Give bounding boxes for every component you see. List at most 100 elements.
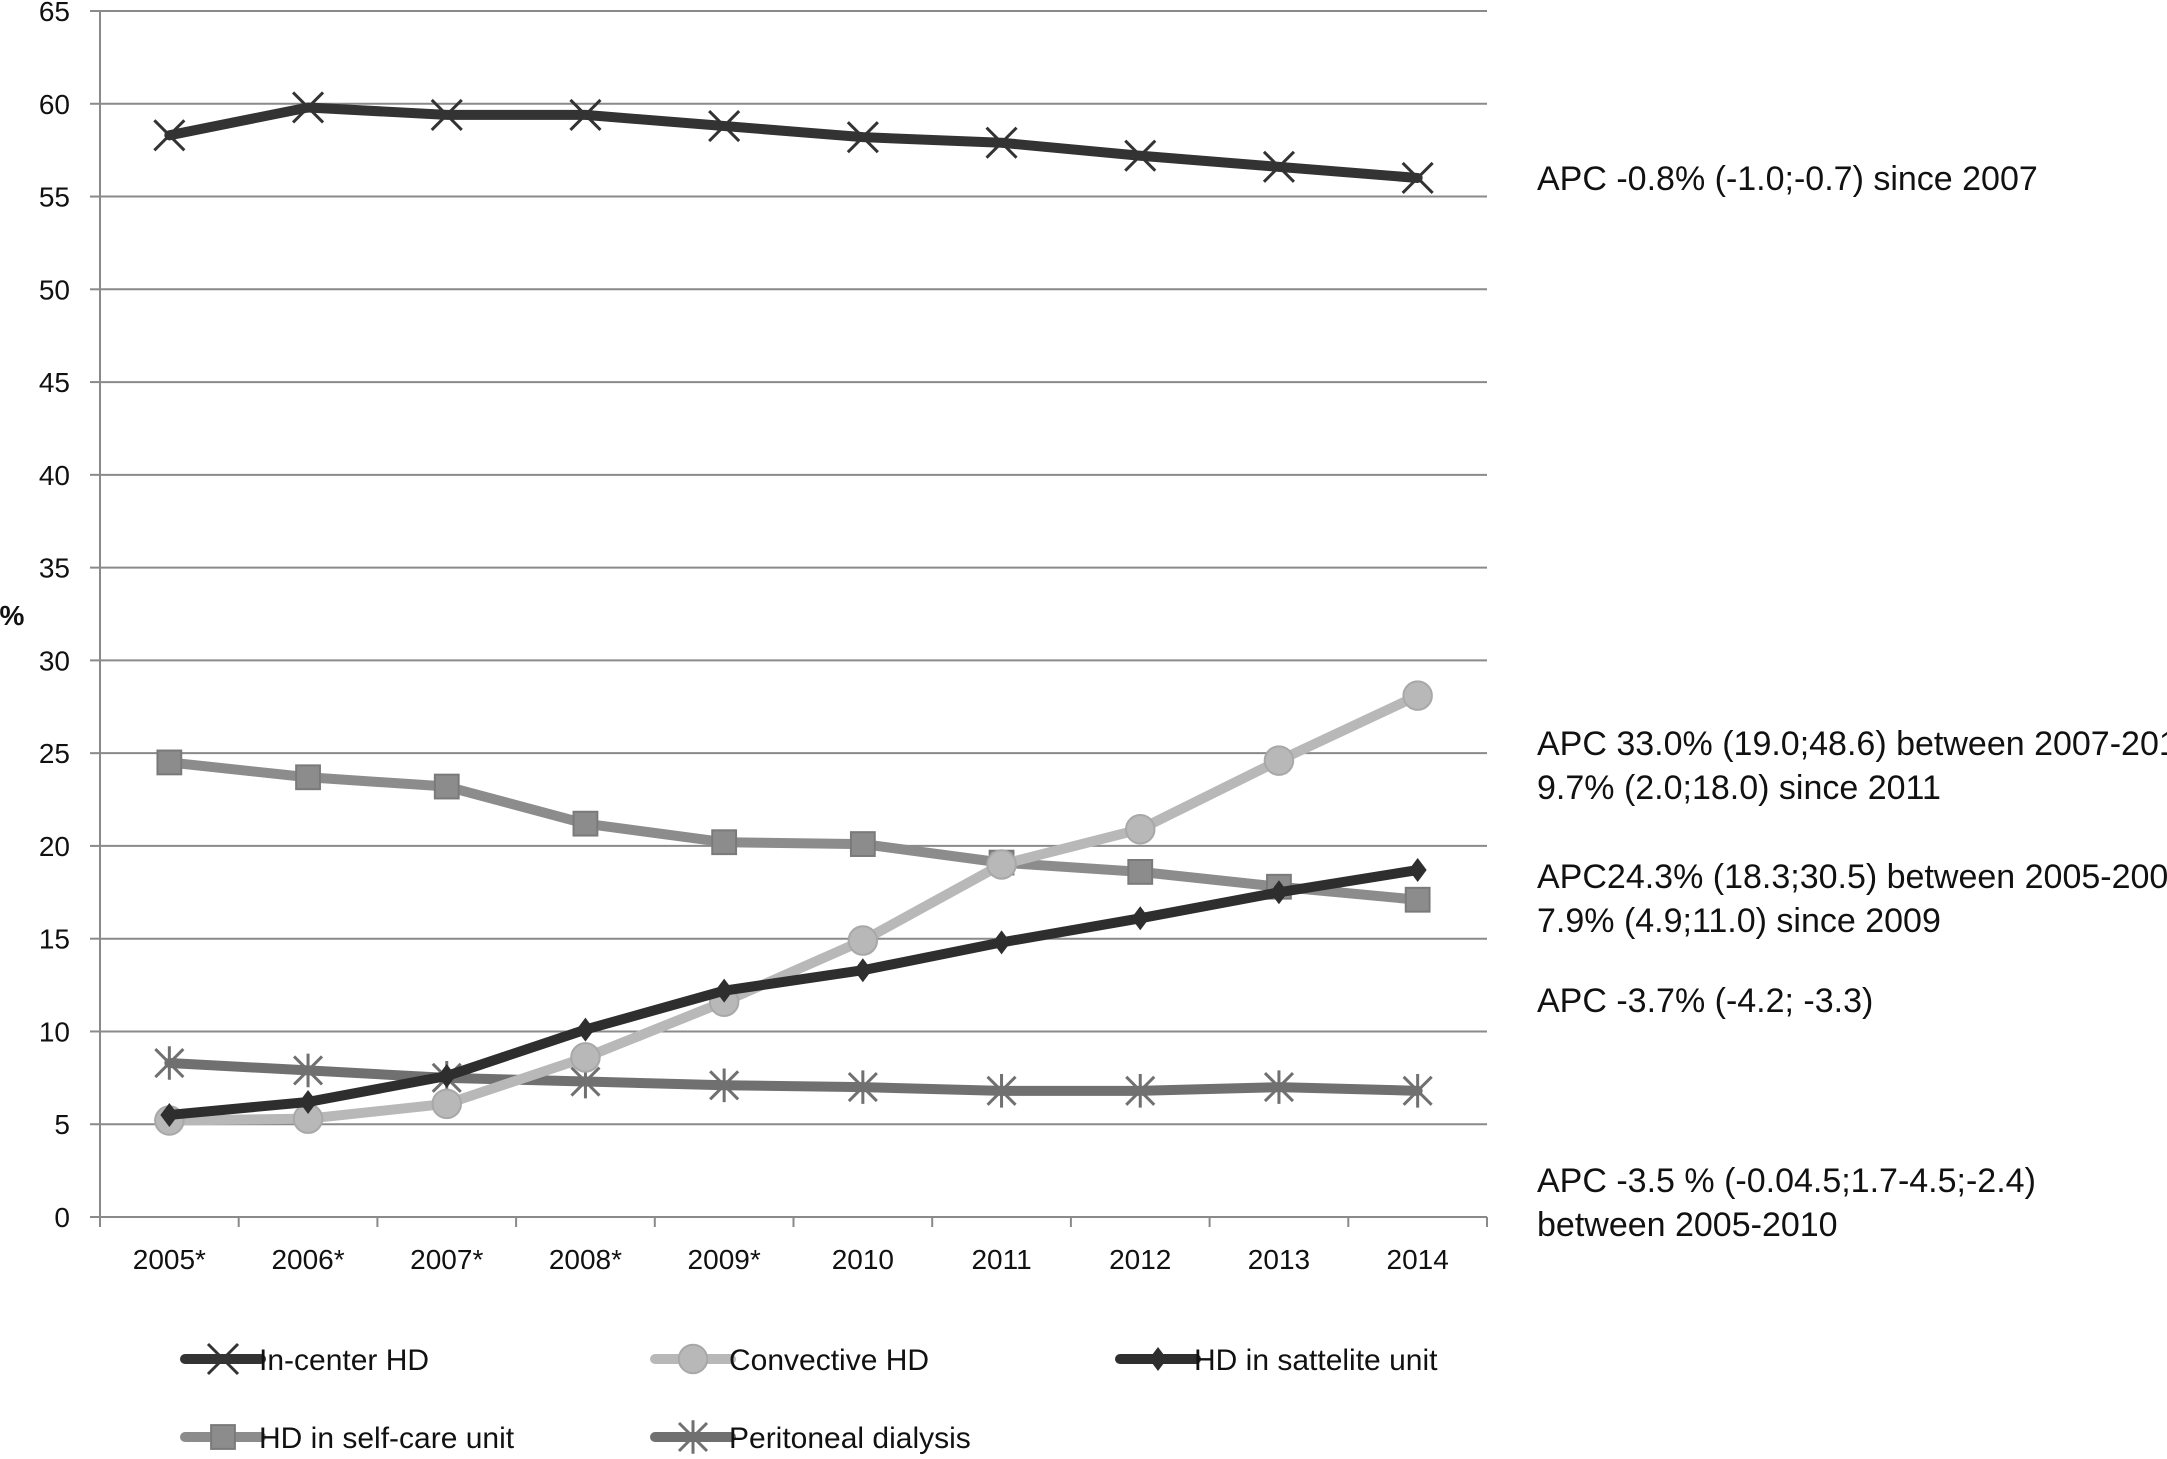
data-point [1125, 813, 1156, 845]
data-point [1263, 745, 1295, 776]
apc-annotation: APC -3.5 % (-0.04.5;1.7-4.5;-2.4) between… [1537, 1162, 2036, 1244]
data-point [709, 1068, 740, 1103]
legend-item: HD in sattelite unit [1115, 1344, 1438, 1377]
series-hd-in-self-care-unit [156, 749, 1431, 913]
legend-label: HD in self-care unit [259, 1422, 515, 1454]
x-tick-label: 2013 [1248, 1244, 1310, 1275]
legend-marker [210, 1424, 236, 1450]
y-tick-label: 50 [39, 274, 70, 305]
data-point [708, 109, 741, 143]
data-point [1262, 150, 1296, 183]
data-point [985, 126, 1018, 159]
data-point [1402, 1074, 1433, 1108]
legend-label: HD in sattelite unit [1194, 1344, 1438, 1377]
data-point [1408, 858, 1427, 883]
legend: In-center HD Convective HD HD in sattelite… [180, 1342, 1438, 1455]
data-point [154, 1046, 185, 1080]
x-tick-label: 2012 [1109, 1244, 1171, 1275]
y-tick-label: 5 [54, 1109, 70, 1140]
annotation-line: 9.7% (2.0;18.0) since 2011 [1537, 769, 1941, 807]
data-point [711, 829, 738, 856]
series-peritoneal-dialysis [154, 1046, 1433, 1108]
data-point [986, 1074, 1017, 1108]
data-point [431, 1088, 462, 1120]
series-hd-in-sattelite-unit [160, 858, 1427, 1127]
data-point [846, 121, 879, 154]
y-tick-label: 55 [39, 182, 70, 213]
legend-marker [677, 1420, 709, 1454]
legend-item: HD in self-care unit [180, 1422, 515, 1455]
y-tick-label: 45 [39, 367, 70, 398]
data-point [1404, 886, 1431, 913]
legend-label: In-center HD [259, 1344, 429, 1377]
legend-marker [1149, 1347, 1167, 1371]
data-point [1401, 161, 1434, 195]
data-point [430, 98, 463, 131]
legend-marker [206, 1342, 240, 1376]
apc-annotation: APC -3.7% (-4.2; -3.3) [1537, 982, 1873, 1020]
data-point [292, 1053, 324, 1088]
x-tick-label: 2005* [133, 1244, 206, 1275]
data-point [986, 849, 1017, 880]
series-line [164, 690, 1423, 1126]
annotation-line: APC24.3% (18.3;30.5) between 2005-2009 [1537, 858, 2167, 896]
data-point [1127, 858, 1154, 885]
data-point [853, 958, 872, 983]
y-tick-label: 65 [39, 0, 70, 27]
legend-item: In-center HD [180, 1342, 429, 1377]
legend-marker [677, 1343, 709, 1375]
y-tick-label: 15 [39, 924, 70, 955]
x-tick-label: 2010 [832, 1244, 894, 1275]
series-group [153, 91, 1434, 1136]
series-line [164, 102, 1423, 183]
annotations: APC -0.8% (-1.0;-0.7) since 2007 APC 33.0… [1537, 160, 2167, 1244]
data-point [291, 91, 325, 124]
data-point [992, 930, 1011, 955]
legend-item: Peritoneal dialysis [650, 1420, 971, 1455]
data-point [847, 925, 879, 956]
data-point [1263, 1070, 1295, 1104]
data-point [299, 1089, 318, 1114]
series-line [164, 865, 1423, 1120]
axes: 0 5 10 15 20 25 30 35 40 45 50 55 60 65 2005* 2006* 2007… [0, 0, 1488, 1275]
x-tick-label: 2014 [1387, 1244, 1449, 1275]
x-tick-label: 2007* [410, 1244, 483, 1275]
data-point [433, 773, 460, 800]
data-point [156, 749, 183, 776]
data-point [1124, 139, 1157, 172]
data-point [295, 764, 321, 791]
data-point [569, 98, 602, 131]
data-point [847, 1070, 878, 1104]
data-point [1402, 680, 1433, 711]
gridlines [100, 10, 1487, 1126]
y-tick-label: 60 [39, 89, 70, 120]
series-line [164, 757, 1423, 905]
series-convective-hd [154, 680, 1433, 1136]
data-point [849, 831, 876, 857]
data-point [715, 978, 734, 1003]
data-point [437, 1063, 456, 1088]
annotation-line: 7.9% (4.9;11.0) since 2009 [1537, 902, 1941, 940]
annotation-line: between 2005-2010 [1537, 1206, 1838, 1244]
y-tick-label: 20 [39, 831, 70, 862]
data-point [572, 810, 599, 837]
annotation-line: APC -3.5 % (-0.04.5;1.7-4.5;-2.4) [1537, 1162, 2036, 1200]
x-tick-label: 2008* [549, 1244, 622, 1275]
data-point [570, 1042, 601, 1073]
legend-item: Convective HD [650, 1343, 929, 1377]
x-tick-label: 2009* [688, 1244, 761, 1275]
y-tick-label: 25 [39, 738, 70, 769]
y-axis-label: % [0, 600, 25, 631]
x-tick-label: 2006* [271, 1244, 344, 1275]
data-point [160, 1102, 179, 1127]
data-point [153, 119, 186, 152]
legend-label: Convective HD [729, 1344, 929, 1377]
apc-annotation: APC 33.0% (19.0;48.6) between 2007-2011 9… [1537, 725, 2167, 807]
data-point [576, 1017, 595, 1042]
y-tick-label: 30 [39, 645, 70, 676]
x-tick-label: 2011 [971, 1244, 1031, 1275]
apc-annotation: APC24.3% (18.3;30.5) between 2005-2009 7.… [1537, 858, 2167, 940]
legend-label: Peritoneal dialysis [729, 1422, 971, 1454]
